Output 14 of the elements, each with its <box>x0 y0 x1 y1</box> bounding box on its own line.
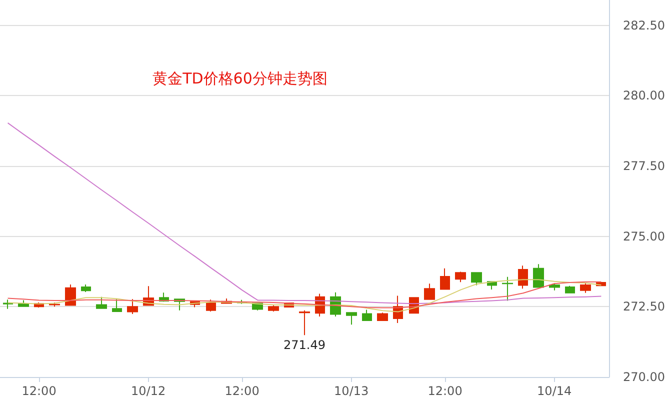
x-tick-label: 10/12 <box>131 384 166 398</box>
y-tick-label: 277.50 <box>623 158 665 173</box>
x-tick-label: 10/13 <box>334 384 369 398</box>
annotation: 271.49 <box>284 338 326 352</box>
y-tick-label: 275.00 <box>623 229 665 244</box>
x-tick-label: 12:00 <box>428 384 462 398</box>
x-tick-label: 10/14 <box>537 384 572 398</box>
y-tick-label: 270.00 <box>623 370 665 384</box>
y-tick-label: 280.00 <box>623 88 665 103</box>
y-tick-label: 272.50 <box>623 300 665 314</box>
x-tick-label: 12:00 <box>224 384 260 398</box>
text: 黄金TD价格60分钟走势图 <box>152 70 328 88</box>
y-tick-label: 282.50 <box>623 18 665 32</box>
x-tick-label: 12:00 <box>22 384 56 398</box>
